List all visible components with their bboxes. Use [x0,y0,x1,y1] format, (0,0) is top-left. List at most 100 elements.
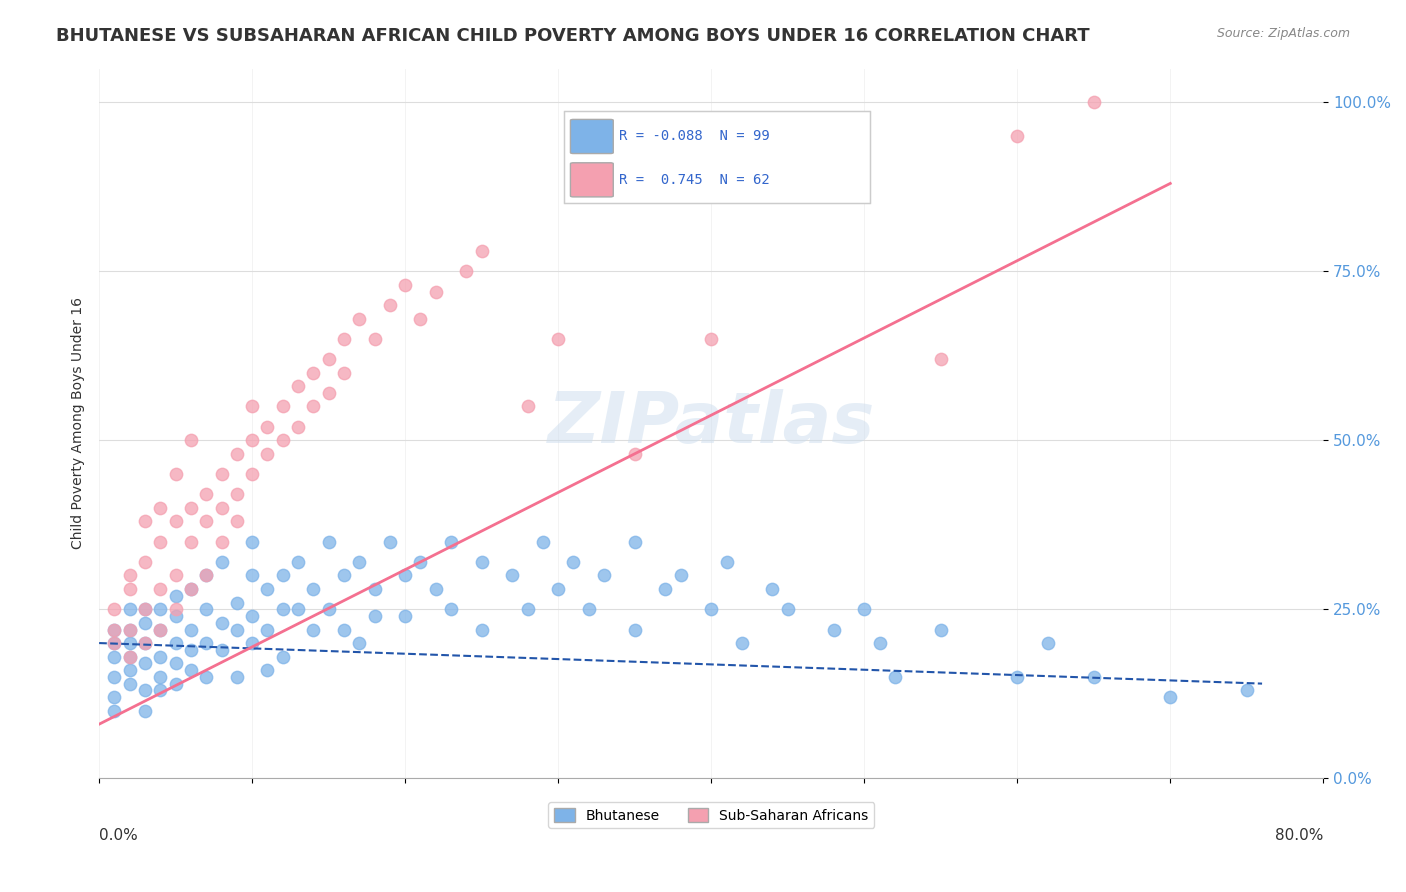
Point [180,623,202,637]
Point [180,642,202,657]
Point [869,636,891,650]
Point [118,649,141,664]
Point [211,642,233,657]
Text: BHUTANESE VS SUBSAHARAN AFRICAN CHILD POVERTY AMONG BOYS UNDER 16 CORRELATION CH: BHUTANESE VS SUBSAHARAN AFRICAN CHILD PO… [56,27,1090,45]
Point [240,400,263,414]
Point [118,623,141,637]
Point [118,582,141,596]
Point [669,568,692,582]
Point [195,568,218,582]
Point [211,467,233,481]
Point [776,602,799,616]
Point [240,434,263,448]
Point [118,636,141,650]
Point [1159,690,1181,705]
Point [271,568,294,582]
Point [165,589,187,603]
Point [271,434,294,448]
Point [103,636,125,650]
Point [256,663,278,677]
Point [516,602,538,616]
Point [180,500,202,515]
Point [149,623,172,637]
Point [134,657,156,671]
Point [287,602,309,616]
Point [593,568,616,582]
Point [134,602,156,616]
Point [1005,129,1028,144]
Point [211,615,233,630]
Point [118,676,141,690]
Point [394,609,416,624]
Point [225,595,247,609]
Point [165,568,187,582]
Point [240,568,263,582]
Point [195,670,218,684]
Point [578,602,600,616]
Point [623,534,645,549]
Point [225,487,247,501]
Point [134,636,156,650]
Point [853,602,876,616]
Point [318,534,340,549]
Point [149,500,172,515]
Point [716,555,738,569]
Point [195,636,218,650]
Point [134,515,156,529]
Point [318,602,340,616]
Point [149,534,172,549]
Point [256,419,278,434]
Point [333,623,356,637]
Point [1036,636,1059,650]
Point [425,582,447,596]
Point [149,649,172,664]
Y-axis label: Child Poverty Among Boys Under 16: Child Poverty Among Boys Under 16 [72,297,86,549]
Point [103,704,125,718]
Point [103,623,125,637]
Point [456,264,478,278]
Point [318,386,340,401]
Point [378,534,401,549]
Point [149,623,172,637]
Point [929,352,952,367]
Text: 80.0%: 80.0% [1275,828,1323,843]
Point [349,555,371,569]
Point [134,704,156,718]
Point [1005,670,1028,684]
Point [623,447,645,461]
Point [118,649,141,664]
Point [256,623,278,637]
Point [333,332,356,346]
Point [302,623,325,637]
Point [103,649,125,664]
Point [1083,670,1105,684]
Text: Source: ZipAtlas.com: Source: ZipAtlas.com [1216,27,1350,40]
Point [211,534,233,549]
Point [731,636,754,650]
Point [349,311,371,326]
Legend: Bhutanese, Sub-Saharan Africans: Bhutanese, Sub-Saharan Africans [548,802,875,828]
Point [165,657,187,671]
Point [440,602,463,616]
Point [240,636,263,650]
Point [363,332,385,346]
Point [256,582,278,596]
Point [425,285,447,299]
Point [165,676,187,690]
Point [271,649,294,664]
Point [195,602,218,616]
Point [118,663,141,677]
Point [118,623,141,637]
Point [211,500,233,515]
Point [349,636,371,650]
Point [547,582,569,596]
Point [134,602,156,616]
Point [501,568,523,582]
Point [333,366,356,380]
Point [440,534,463,549]
Point [302,582,325,596]
Point [394,277,416,292]
Point [225,515,247,529]
Point [287,379,309,393]
Point [287,419,309,434]
